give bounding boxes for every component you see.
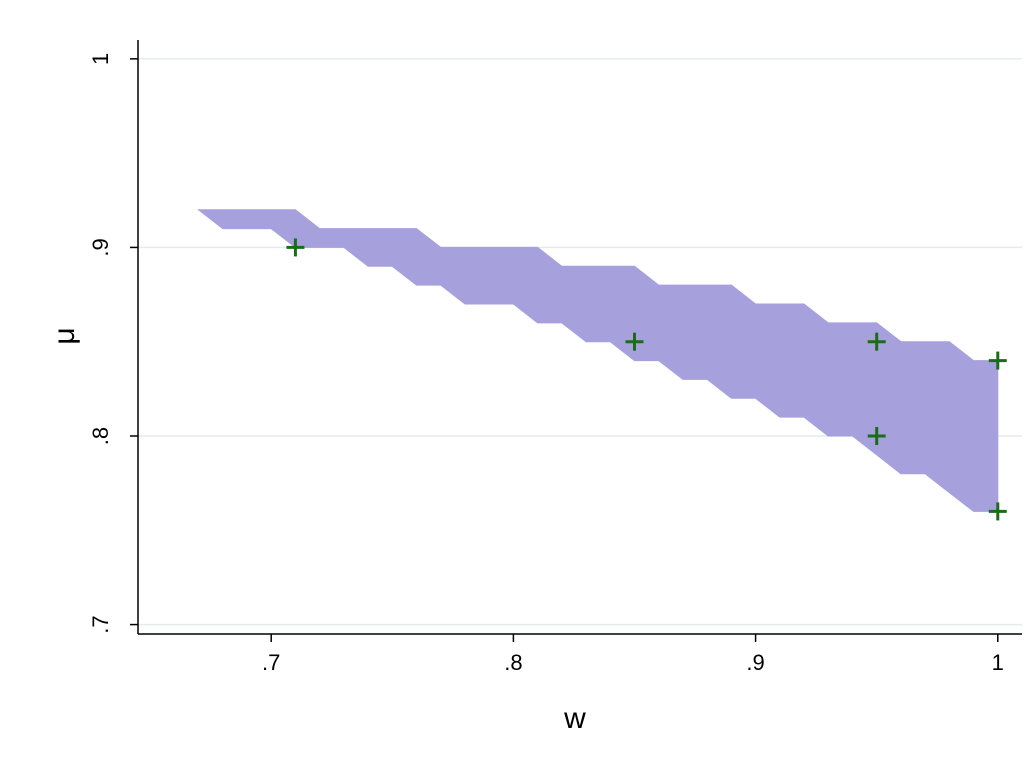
data-point-3 <box>867 427 886 445</box>
data-point-4 <box>988 351 1007 370</box>
band-area <box>197 209 999 512</box>
confidence-band <box>197 209 999 512</box>
y-tick-label-0: .7 <box>88 615 113 633</box>
x-tick-label-3: 1 <box>992 650 1004 675</box>
data-point-5 <box>988 502 1007 521</box>
axes <box>130 40 1022 642</box>
x-tick-label-2: .9 <box>746 650 764 675</box>
x-tick-label-0: .7 <box>262 650 280 675</box>
data-point-1 <box>625 332 644 351</box>
data-points <box>286 238 1007 521</box>
data-point-0 <box>286 238 305 257</box>
x-tick-label-1: .8 <box>504 650 522 675</box>
y-tick-label-3: 1 <box>88 53 113 65</box>
y-tick-label-2: .9 <box>88 238 113 256</box>
y-axis-title: μ <box>48 327 81 344</box>
y-tick-label-1: .8 <box>88 427 113 445</box>
x-axis-title: w <box>563 702 586 735</box>
tick-labels: .7 .8 .9 1 .7 .8 .9 1 <box>88 53 1004 675</box>
data-point-2 <box>867 332 886 351</box>
